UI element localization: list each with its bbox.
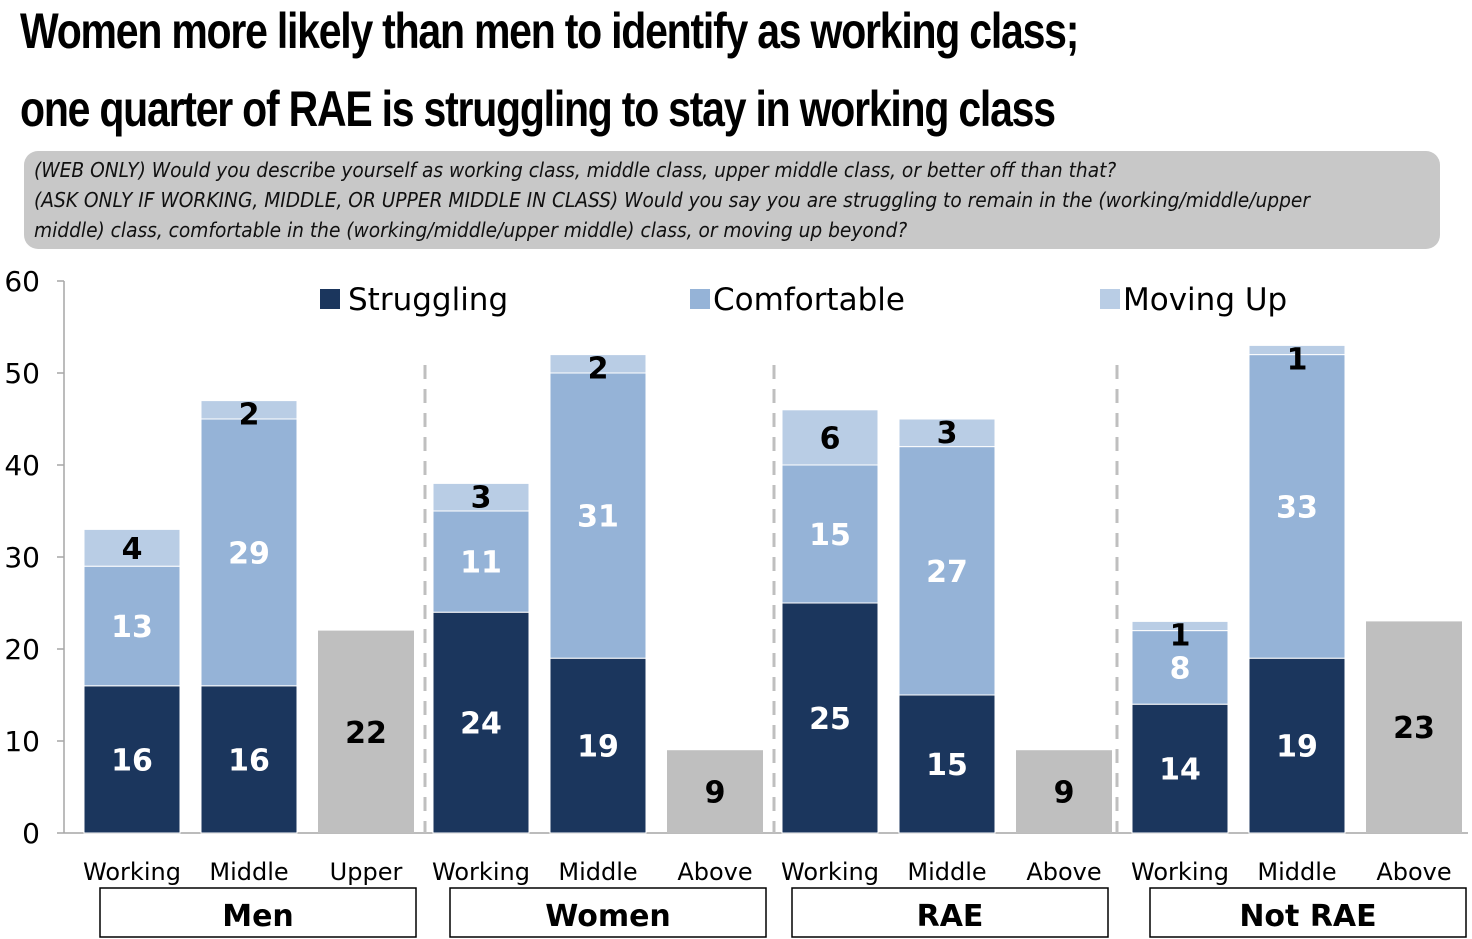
group-label: Men (222, 899, 294, 934)
y-tick-label: 10 (4, 725, 40, 758)
bar-segment-comfortable (549, 372, 647, 659)
data-label: 23 (1393, 711, 1435, 746)
bar-segment-struggling (549, 657, 647, 834)
bar-segment-comfortable (781, 464, 879, 604)
bar-above-class (1016, 750, 1112, 833)
x-category-label: Working (432, 858, 530, 886)
legend-swatch-comfortable (690, 289, 710, 309)
data-label: 1 (1170, 618, 1191, 653)
bar-segment-struggling (83, 685, 181, 834)
bar-segment-comfortable (1131, 630, 1229, 705)
bar-above-class (1366, 621, 1462, 833)
bar-segment-struggling (432, 611, 530, 834)
bar-segment-comfortable (200, 418, 298, 687)
group-label: Women (545, 899, 671, 934)
bar-segment-comfortable (432, 510, 530, 613)
data-label: 27 (926, 555, 968, 590)
bar-segment-moving-up (1131, 620, 1229, 632)
question-line-3: middle) class, comfortable in the (worki… (34, 218, 908, 242)
data-label: 16 (228, 743, 270, 778)
data-label: 6 (820, 421, 841, 456)
data-label: 2 (588, 352, 609, 387)
data-label: 11 (460, 546, 502, 581)
data-label: 25 (809, 702, 851, 737)
data-label: 22 (345, 716, 387, 751)
data-label: 4 (122, 532, 143, 567)
group-label: Not RAE (1239, 899, 1376, 934)
bar-segment-comfortable (83, 565, 181, 687)
data-label: 33 (1276, 490, 1318, 525)
data-label: 19 (1276, 730, 1318, 765)
y-tick-label: 60 (4, 265, 40, 298)
x-category-label: Middle (209, 858, 288, 886)
data-label: 3 (937, 416, 958, 451)
bar-segment-comfortable (898, 446, 996, 696)
y-tick-label: 30 (4, 541, 40, 574)
y-tick-label: 40 (4, 449, 40, 482)
data-label: 13 (111, 610, 153, 645)
data-label: 15 (809, 518, 851, 553)
y-tick-label: 0 (22, 817, 40, 850)
y-tick-label: 50 (4, 357, 40, 390)
bar-segment-moving-up (83, 528, 181, 567)
group-label: RAE (917, 899, 984, 934)
question-line-1: (WEB ONLY) Would you describe yourself a… (34, 158, 1117, 182)
bar-segment-moving-up (781, 409, 879, 466)
x-category-label: Upper (330, 858, 403, 886)
bar-segment-moving-up (898, 418, 996, 448)
bar-segment-moving-up (432, 482, 530, 512)
legend-label: Moving Up (1123, 282, 1287, 318)
data-label: 29 (228, 536, 270, 571)
legend-swatch-moving-up (1100, 289, 1120, 309)
bar-segment-struggling (781, 602, 879, 834)
group-label-box (449, 887, 767, 938)
data-label: 15 (926, 748, 968, 783)
legend-label: Struggling (348, 282, 508, 318)
x-category-label: Working (1131, 858, 1229, 886)
data-label: 19 (577, 730, 619, 765)
data-label: 9 (1054, 776, 1075, 811)
x-category-label: Middle (1257, 858, 1336, 886)
bar-above-class (318, 630, 414, 833)
bar-segment-struggling (1248, 657, 1346, 834)
bar-segment-moving-up (549, 354, 647, 374)
x-category-label: Above (677, 858, 752, 886)
x-category-label: Working (83, 858, 181, 886)
question-line-2: (ASK ONLY IF WORKING, MIDDLE, OR UPPER M… (34, 188, 1310, 212)
data-label: 2 (239, 398, 260, 433)
x-category-label: Middle (907, 858, 986, 886)
legend-label: Comfortable (713, 282, 905, 318)
bar-segment-moving-up (200, 400, 298, 420)
data-label: 24 (460, 707, 502, 742)
data-label: 3 (471, 480, 492, 515)
data-label: 16 (111, 743, 153, 778)
data-label: 8 (1170, 651, 1191, 686)
x-category-label: Above (1026, 858, 1101, 886)
group-label-box (791, 887, 1109, 938)
bar-segment-moving-up (1248, 344, 1346, 356)
bar-segment-comfortable (1248, 354, 1346, 659)
group-label-box (1149, 887, 1467, 938)
bar-above-class (667, 750, 763, 833)
bar-segment-struggling (898, 694, 996, 834)
x-category-label: Above (1376, 858, 1451, 886)
data-label: 1 (1287, 342, 1308, 377)
data-label: 9 (705, 776, 726, 811)
data-label: 14 (1159, 753, 1201, 788)
data-label: 31 (577, 500, 619, 535)
question-box (24, 151, 1440, 249)
bar-segment-struggling (200, 685, 298, 834)
x-category-label: Middle (558, 858, 637, 886)
group-label-box (99, 887, 417, 938)
y-tick-label: 20 (4, 633, 40, 666)
x-category-label: Working (781, 858, 879, 886)
legend-swatch-struggling (320, 289, 340, 309)
chart-title-line-2: one quarter of RAE is struggling to stay… (20, 81, 1056, 137)
chart-title-line-1: Women more likely than men to identify a… (20, 3, 1079, 59)
bar-segment-struggling (1131, 703, 1229, 834)
